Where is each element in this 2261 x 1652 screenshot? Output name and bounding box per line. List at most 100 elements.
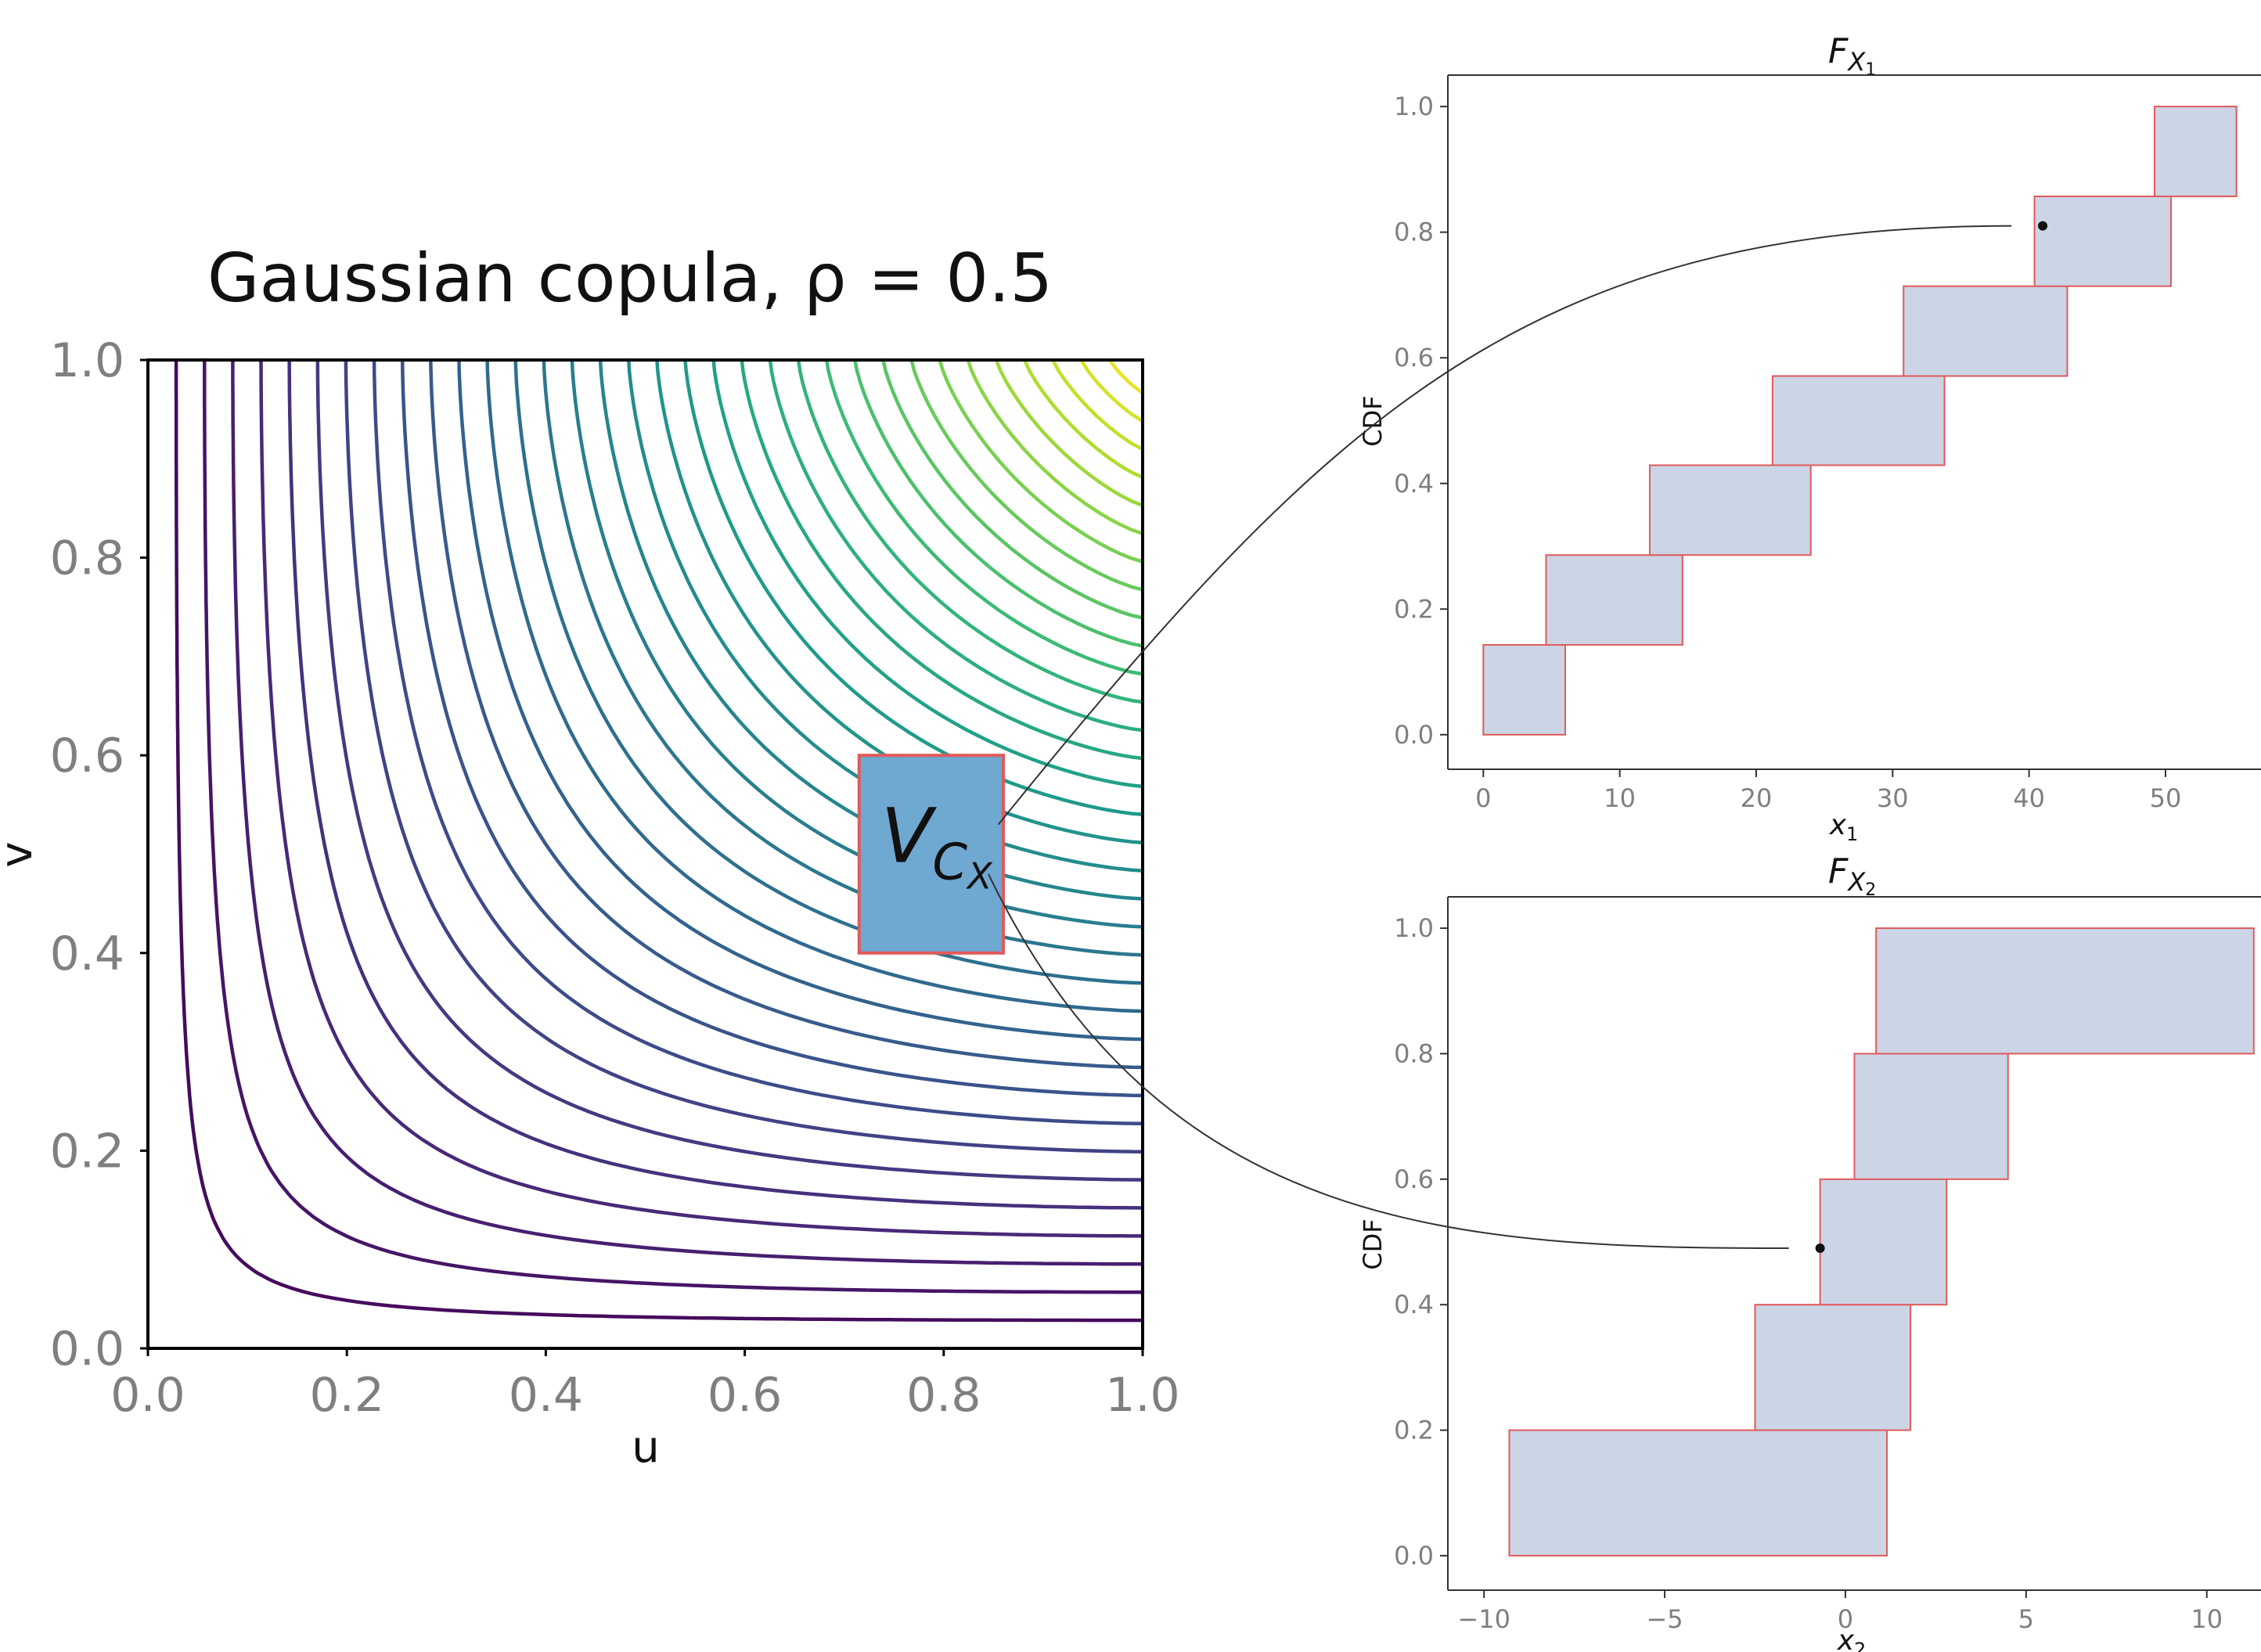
cdf2-step-box [1754,1304,1912,1431]
cdf2-y-tick-label: 0.2 [1394,1416,1434,1445]
cdf2-x-ticks: −10 −5 0 5 10 [1457,1590,2223,1634]
cdf2-point [1815,1243,1825,1254]
copula-contours [174,358,1145,1323]
cdf2-x-tick-label: 5 [2018,1604,2034,1634]
cdf2-x-tick-label: −5 [1646,1604,1683,1634]
contour-line [881,358,1145,620]
cdf1-point [2038,221,2048,231]
contour-line [994,358,1145,508]
copula-y-tick-label: 0.2 [50,1124,124,1179]
rectangle-label-subscript: C [932,834,967,892]
contour-line [1022,358,1145,480]
copula-x-tick-label: 0.6 [707,1368,782,1423]
cdf1-y-tick-label: 0.4 [1394,469,1434,498]
rectangle-label-main: V [881,793,938,880]
cdf1-title-subscript: X [1846,47,1866,77]
contour-line [966,358,1145,535]
cdf1-title-sub-subscript: 1 [1865,60,1876,80]
cdf2-y-tick-label: 0.4 [1394,1290,1434,1319]
cdf2-y-tick-label: 0.0 [1394,1541,1434,1571]
cdf1-x-ticks: 0 10 20 30 40 50 [1475,769,2181,813]
cdf2-step-box [1853,1053,2009,1180]
cdf1-x-tick-label: 30 [1877,783,1909,813]
contour-line [485,358,1145,1013]
contour-line [457,358,1145,1042]
cdf2-x-tick-label: −10 [1457,1604,1510,1634]
cdf1-x-tick-label: 0 [1475,783,1491,813]
cdf2-y-tick-label: 0.8 [1394,1038,1434,1068]
contour-line [400,358,1145,1098]
cdf2-step-box [1875,927,2255,1055]
copula-frame [146,358,1144,1350]
contour-line [909,358,1145,592]
cdf1-step-box [2033,195,2172,287]
contour-line [796,358,1145,704]
cdf2-y-label: CDF [1358,1218,1388,1269]
cdf2-boxes [1508,927,2255,1557]
cdf1-y-tick-label: 0.2 [1394,594,1434,624]
cdf1-y-label: CDF [1358,395,1388,446]
cdf1-x-tick-label: 50 [2150,783,2182,813]
copula-title: Gaussian copula, ρ = 0.5 [207,239,1053,318]
copula-y-label: v [0,841,42,867]
cdf1-step-box [1545,554,1683,646]
cdf2-y-ticks: 0.0 0.2 0.4 0.6 0.8 1.0 [1394,913,1448,1571]
cdf2-y-tick-label: 1.0 [1394,913,1434,943]
copula-y-tick-label: 0.6 [50,729,124,783]
cdf1-y-tick-label: 0.6 [1394,343,1434,373]
copula-x-tick-label: 0.8 [906,1368,981,1423]
contour-line [231,358,1145,1266]
contour-line [429,358,1145,1070]
contour-line [174,358,1145,1323]
copula-panel: Gaussian copula, ρ = 0.5 VCX 0.0 0.2 0.4 0.… [0,239,1180,1473]
copula-x-tick-label: 1.0 [1105,1368,1179,1423]
cdf2-x-tick-label: 0 [1838,1604,1853,1634]
cdf1-x-label: x1 [1829,809,1859,845]
cdf1-step-box [1771,375,1946,466]
cdf1-step-box [2154,106,2238,197]
copula-y-tick-label: 0.8 [50,531,124,586]
copula-y-tick-label: 0.0 [50,1322,124,1377]
connector-line-to-cdf2 [988,873,1789,1250]
cdf1-x-label-subscript: 1 [1846,823,1858,845]
contour-line [1079,358,1145,423]
cdf2-title-subscript: X [1846,867,1866,897]
cdf2-x-label-main: x [1837,1625,1855,1652]
copula-y-ticks: 0.0 0.2 0.4 0.6 0.8 1.0 [50,333,148,1377]
cdf1-panel: FX1 0 10 20 30 40 50 0.00.20.40.60.81.0 x1 CD… [1358,31,2261,845]
cdf1-boxes [1482,106,2238,736]
contour-line [372,358,1145,1126]
contour-line [344,358,1145,1154]
cdf2-x-label: x2 [1837,1625,1867,1652]
contour-line [203,358,1145,1294]
contour-line [287,358,1145,1210]
contour-line [824,358,1145,676]
copula-x-tick-label: 0.2 [309,1368,383,1423]
cdf2-title-main: F [1828,851,1849,891]
connector-line-to-cdf1 [997,225,2012,826]
cdf1-x-label-main: x [1829,809,1847,841]
cdf1-x-tick-label: 20 [1741,783,1773,813]
cdf2-x-tick-label: 10 [2191,1604,2223,1634]
cdf1-x-tick-label: 10 [1604,783,1636,813]
copula-y-tick-label: 1.0 [50,333,124,388]
cdf1-title-main: F [1828,31,1849,71]
contour-line [740,358,1145,761]
cdf1-y-tick-label: 0.8 [1394,218,1434,247]
cdf2-y-tick-label: 0.6 [1394,1164,1434,1194]
copula-highlight-rectangle [857,754,1006,955]
cdf1-y-tick-label: 1.0 [1394,92,1434,121]
cdf2-step-box [1819,1178,1948,1306]
cdf1-y-tick-label: 0.0 [1394,720,1434,750]
contour-line [315,358,1145,1182]
copula-x-tick-label: 0.4 [509,1368,583,1423]
copula-x-tick-label: 0.0 [110,1368,185,1423]
cdf1-step-box [1649,464,1812,556]
contour-line [768,358,1145,732]
copula-y-tick-label: 0.4 [50,927,124,981]
cdf1-x-tick-label: 40 [2013,783,2045,813]
cdf2-step-box [1508,1429,1888,1557]
copula-x-label: u [632,1422,660,1473]
copula-rectangle-label: VCX [881,793,993,898]
